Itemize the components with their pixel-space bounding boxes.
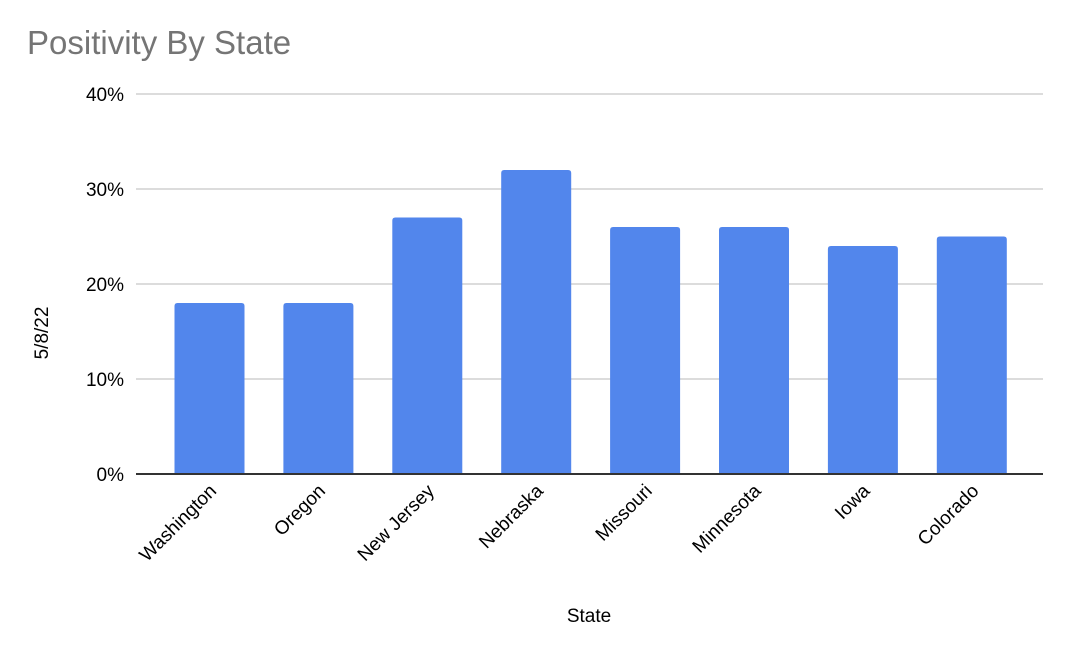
bar	[827, 246, 898, 474]
chart-title: Positivity By State	[27, 24, 291, 61]
gridlines	[136, 93, 1043, 380]
x-tick-labels: Washington Oregon New Jersey Nebraska Missou…	[136, 480, 984, 566]
x-tick-label: Colorado	[914, 481, 983, 550]
bar	[283, 303, 354, 474]
y-tick-label: 0%	[97, 465, 125, 486]
y-tick-label: 10%	[86, 370, 124, 391]
bar	[174, 303, 245, 474]
x-tick-label: New Jersey	[354, 480, 439, 565]
x-tick-label: Washington	[136, 481, 221, 566]
x-tick-label: Iowa	[831, 480, 875, 524]
bars	[174, 170, 1007, 474]
y-tick-labels: 0% 10% 20% 30% 40%	[86, 85, 124, 486]
x-axis-title: State	[567, 606, 611, 627]
x-tick-label: Minnesota	[689, 480, 766, 557]
y-tick-label: 40%	[86, 85, 124, 106]
bar	[936, 236, 1007, 474]
x-tick-label: Nebraska	[475, 480, 548, 553]
bar	[719, 227, 789, 474]
bar	[392, 217, 463, 474]
y-tick-label: 30%	[86, 180, 124, 201]
y-tick-label: 20%	[86, 275, 124, 296]
bar	[501, 170, 572, 474]
y-axis-title: 5/8/22	[32, 307, 53, 360]
x-tick-label: Missouri	[592, 481, 657, 546]
x-tick-label: Oregon	[270, 481, 330, 541]
bar	[610, 227, 681, 474]
